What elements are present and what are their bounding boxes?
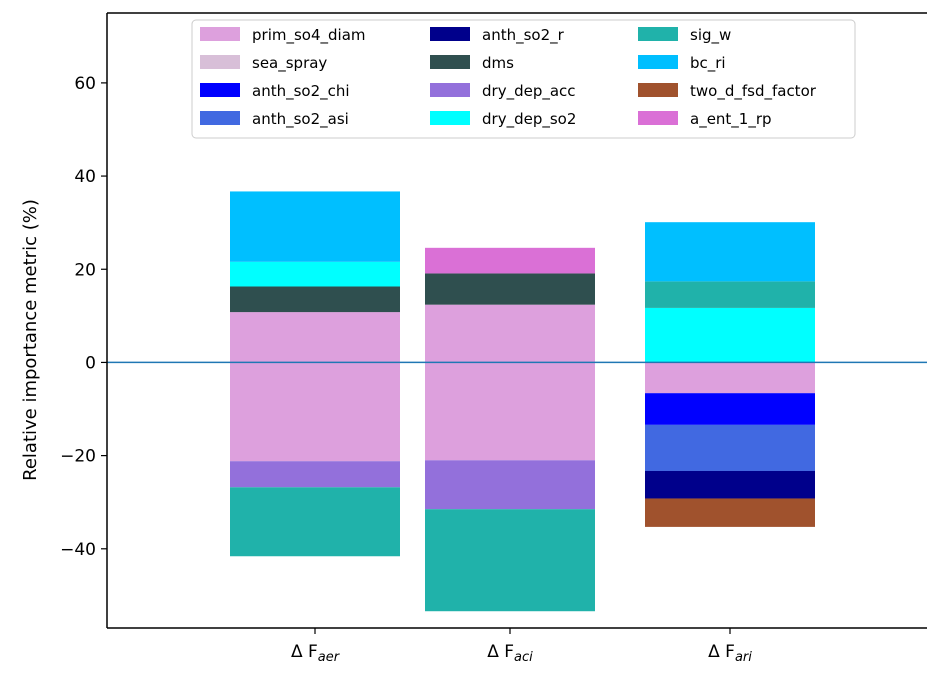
bar-ari-bc-ri	[645, 222, 815, 282]
bar-ari-anth-so2-chi	[645, 393, 815, 425]
bar-aer-dry-dep-so2	[230, 261, 400, 287]
y-tick-label: 20	[74, 260, 96, 280]
bar-ari-two-d-fsd-factor	[645, 498, 815, 527]
y-tick-label: 60	[74, 74, 96, 94]
legend-swatch-dry-dep-so2	[430, 111, 470, 125]
legend-label-bc-ri: bc_ri	[690, 54, 726, 73]
bar-aer-dms	[230, 286, 400, 313]
legend-label-sea-spray: sea_spray	[252, 54, 327, 73]
bar-aer-sig-w	[230, 487, 400, 557]
x-tick-label-aci: Δ Faci	[487, 642, 533, 665]
legend-swatch-two-d-fsd-factor	[638, 83, 678, 97]
bar-ari-prim-so4-diam	[645, 362, 815, 394]
legend-label-dry-dep-so2: dry_dep_so2	[482, 110, 576, 129]
x-tick-label-aer: Δ Faer	[291, 642, 341, 665]
legend-label-prim-so4-diam: prim_so4_diam	[252, 26, 366, 45]
legend-swatch-sig-w	[638, 27, 678, 41]
legend-swatch-a-ent-1-rp	[638, 111, 678, 125]
legend-swatch-dry-dep-acc	[430, 83, 470, 97]
axes: −40 −20 0 20 40 60 Δ Faer Δ Faci Δ Fari	[60, 12, 927, 665]
legend-box	[191, 19, 856, 139]
bar-ari-anth-so2-asi	[645, 424, 815, 471]
bar-aer-prim-so4-diam	[230, 312, 400, 462]
legend-label-dms: dms	[482, 54, 514, 72]
legend-swatch-sea-spray	[200, 55, 240, 69]
legend-label-a-ent-1-rp: a_ent_1_rp	[690, 110, 772, 129]
y-tick-label: 40	[74, 167, 96, 187]
legend-label-anth-so2-chi: anth_so2_chi	[252, 82, 350, 101]
y-tick-label: −20	[60, 447, 96, 467]
bar-ari-anth-so2-r	[645, 470, 815, 499]
bar-ari-dry-dep-so2	[645, 307, 815, 363]
legend-label-anth-so2-asi: anth_so2_asi	[252, 110, 349, 129]
bar-aci-sig-w	[425, 509, 595, 612]
y-tick-label: −40	[60, 540, 96, 560]
legend-swatch-bc-ri	[638, 55, 678, 69]
legend-label-two-d-fsd-factor: two_d_fsd_factor	[690, 82, 817, 101]
y-axis-label: Relative importance metric (%)	[20, 199, 41, 481]
legend-swatch-prim-so4-diam	[200, 27, 240, 41]
bar-aci-a-ent-1-rp	[425, 247, 595, 274]
bar-aer-bc-ri	[230, 191, 400, 262]
bar-aci-dry-dep-acc	[425, 460, 595, 510]
legend-swatch-anth-so2-asi	[200, 111, 240, 125]
legend-swatch-anth-so2-r	[430, 27, 470, 41]
legend-label-sig-w: sig_w	[690, 26, 731, 45]
x-tick-label-ari: Δ Fari	[708, 642, 752, 665]
bar-aci-dms	[425, 273, 595, 305]
legend-label-anth-so2-r: anth_so2_r	[482, 26, 565, 45]
bar-ari-sig-w	[645, 281, 815, 308]
bar-aer-dry-dep-acc	[230, 461, 400, 488]
bars-group	[230, 191, 815, 612]
legend-swatch-anth-so2-chi	[200, 83, 240, 97]
y-tick-label: 0	[85, 353, 96, 373]
legend: prim_so4_diam sea_spray anth_so2_chi anth_s…	[191, 19, 856, 139]
bar-aci-prim-so4-diam	[425, 304, 595, 461]
legend-swatch-dms	[430, 55, 470, 69]
legend-label-dry-dep-acc: dry_dep_acc	[482, 82, 576, 101]
